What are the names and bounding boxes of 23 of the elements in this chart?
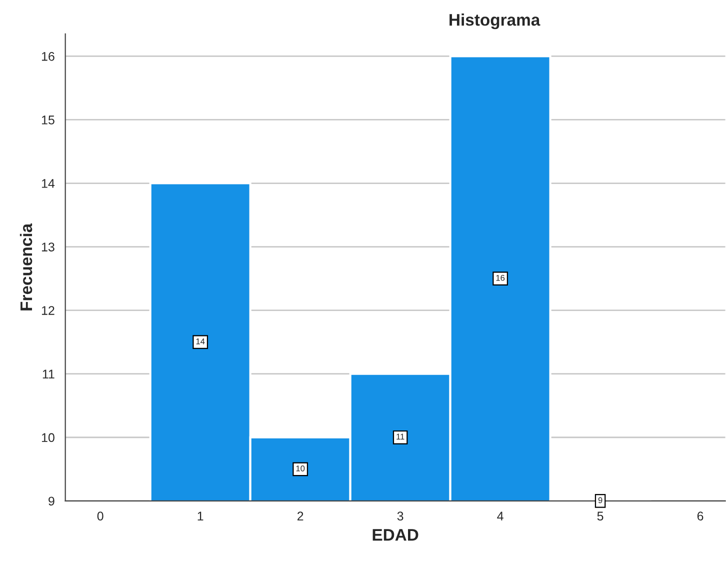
- y-tick-label: 16: [42, 52, 54, 61]
- x-tick-label: 4: [497, 512, 504, 520]
- data-label: 16: [496, 274, 505, 281]
- x-tick-label: 2: [297, 512, 304, 520]
- x-tick-label: 1: [198, 512, 204, 520]
- y-tick-label: 9: [48, 496, 54, 506]
- y-axis-title: Frecuencia: [20, 223, 32, 310]
- x-tick-label: 5: [597, 512, 604, 521]
- y-tick-label: 14: [42, 179, 55, 188]
- y-tick-label: 13: [42, 242, 54, 252]
- x-tick-label: 6: [697, 512, 704, 521]
- y-tick-label: 15: [42, 116, 54, 124]
- y-tick-label: 11: [42, 370, 54, 378]
- data-label: 9: [598, 497, 602, 504]
- x-axis-title: EDAD: [372, 529, 418, 541]
- y-tick-label: 10: [42, 433, 54, 442]
- data-label: 10: [296, 465, 305, 472]
- y-tick-label: 12: [42, 306, 54, 315]
- x-tick-label: 3: [397, 512, 404, 521]
- x-tick-label: 0: [97, 512, 104, 521]
- chart-title: Histograma: [450, 14, 540, 30]
- data-label: 14: [196, 338, 205, 344]
- data-label: 11: [396, 434, 404, 440]
